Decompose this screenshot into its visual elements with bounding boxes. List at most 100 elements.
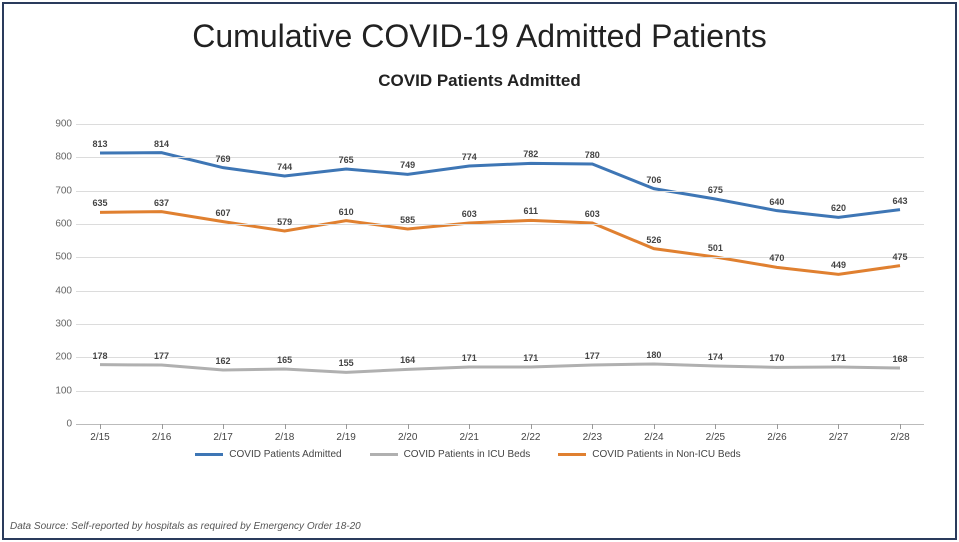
data-label: 178 xyxy=(92,351,107,361)
y-axis-label: 300 xyxy=(42,319,72,330)
data-label: 706 xyxy=(646,175,661,185)
x-tick xyxy=(346,424,347,429)
legend-swatch xyxy=(558,453,586,456)
data-label: 177 xyxy=(585,351,600,361)
y-axis-label: 500 xyxy=(42,252,72,263)
x-axis-label: 2/18 xyxy=(275,432,294,443)
data-label: 585 xyxy=(400,215,415,225)
data-label: 675 xyxy=(708,185,723,195)
chart-frame: Cumulative COVID-19 Admitted Patients CO… xyxy=(2,2,957,540)
gridline xyxy=(76,191,924,192)
data-label: 814 xyxy=(154,139,169,149)
chart-area: 01002003004005006007008009002/152/162/17… xyxy=(44,124,924,464)
y-axis-label: 700 xyxy=(42,185,72,196)
x-axis-label: 2/15 xyxy=(90,432,109,443)
data-label: 170 xyxy=(769,353,784,363)
data-label: 164 xyxy=(400,355,415,365)
footer-note: Data Source: Self-reported by hospitals … xyxy=(10,521,361,532)
data-label: 603 xyxy=(585,209,600,219)
x-tick xyxy=(654,424,655,429)
y-axis-label: 100 xyxy=(42,385,72,396)
x-tick xyxy=(777,424,778,429)
gridline xyxy=(76,257,924,258)
gridline xyxy=(76,324,924,325)
x-tick xyxy=(838,424,839,429)
data-label: 526 xyxy=(646,235,661,245)
x-axis-label: 2/23 xyxy=(583,432,602,443)
data-label: 744 xyxy=(277,162,292,172)
data-label: 168 xyxy=(892,354,907,364)
data-label: 749 xyxy=(400,160,415,170)
y-axis-label: 200 xyxy=(42,352,72,363)
legend-item: COVID Patients in ICU Beds xyxy=(370,449,531,460)
data-label: 765 xyxy=(339,155,354,165)
data-label: 611 xyxy=(524,206,539,216)
data-label: 769 xyxy=(216,154,231,164)
data-label: 475 xyxy=(892,252,907,262)
plot-area: 01002003004005006007008009002/152/162/17… xyxy=(76,124,924,425)
legend-item: COVID Patients in Non-ICU Beds xyxy=(558,449,740,460)
x-axis-label: 2/21 xyxy=(459,432,478,443)
data-label: 603 xyxy=(462,209,477,219)
data-label: 813 xyxy=(92,139,107,149)
plot-svg xyxy=(76,124,924,424)
x-axis-label: 2/17 xyxy=(213,432,232,443)
gridline xyxy=(76,157,924,158)
gridline xyxy=(76,291,924,292)
x-axis-label: 2/27 xyxy=(829,432,848,443)
gridline xyxy=(76,357,924,358)
y-axis-label: 400 xyxy=(42,285,72,296)
data-label: 171 xyxy=(462,353,477,363)
data-label: 171 xyxy=(523,353,538,363)
y-axis-label: 900 xyxy=(42,119,72,130)
y-axis-label: 600 xyxy=(42,219,72,230)
x-tick xyxy=(469,424,470,429)
x-axis-label: 2/26 xyxy=(767,432,786,443)
data-label: 177 xyxy=(154,351,169,361)
legend-item: COVID Patients Admitted xyxy=(195,449,341,460)
data-label: 171 xyxy=(831,353,846,363)
x-tick xyxy=(408,424,409,429)
x-tick xyxy=(531,424,532,429)
data-label: 637 xyxy=(154,198,169,208)
data-label: 579 xyxy=(277,217,292,227)
x-axis-label: 2/25 xyxy=(706,432,725,443)
x-axis-label: 2/22 xyxy=(521,432,540,443)
data-label: 162 xyxy=(216,356,231,366)
data-label: 165 xyxy=(277,355,292,365)
data-label: 782 xyxy=(523,149,538,159)
data-label: 643 xyxy=(892,196,907,206)
data-label: 155 xyxy=(339,358,354,368)
x-tick xyxy=(285,424,286,429)
data-label: 780 xyxy=(585,150,600,160)
y-axis-label: 800 xyxy=(42,152,72,163)
data-label: 607 xyxy=(216,208,231,218)
data-label: 774 xyxy=(462,152,477,162)
x-axis-label: 2/16 xyxy=(152,432,171,443)
data-label: 180 xyxy=(646,350,661,360)
data-label: 610 xyxy=(339,207,354,217)
series-line xyxy=(100,212,900,275)
legend-swatch xyxy=(370,453,398,456)
data-label: 635 xyxy=(92,198,107,208)
legend-label: COVID Patients in Non-ICU Beds xyxy=(592,449,740,460)
data-label: 501 xyxy=(708,243,723,253)
legend-label: COVID Patients Admitted xyxy=(229,449,341,460)
x-tick xyxy=(100,424,101,429)
x-tick xyxy=(592,424,593,429)
x-tick xyxy=(715,424,716,429)
data-label: 620 xyxy=(831,203,846,213)
x-tick xyxy=(223,424,224,429)
gridline xyxy=(76,224,924,225)
x-tick xyxy=(900,424,901,429)
chart-subtitle: COVID Patients Admitted xyxy=(4,71,955,91)
data-label: 470 xyxy=(769,253,784,263)
x-tick xyxy=(162,424,163,429)
gridline xyxy=(76,391,924,392)
gridline xyxy=(76,124,924,125)
x-axis-label: 2/24 xyxy=(644,432,663,443)
x-axis-label: 2/28 xyxy=(890,432,909,443)
data-label: 640 xyxy=(769,197,784,207)
x-axis-label: 2/20 xyxy=(398,432,417,443)
legend-swatch xyxy=(195,453,223,456)
